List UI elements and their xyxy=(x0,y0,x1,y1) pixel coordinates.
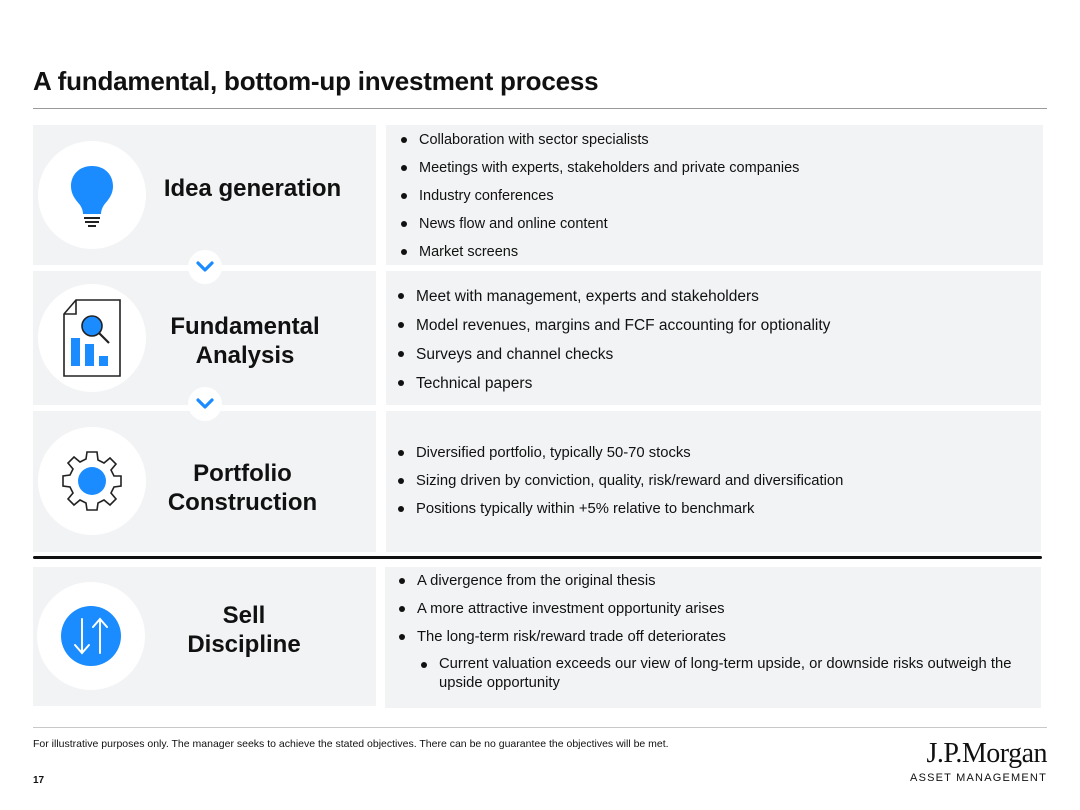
section-divider xyxy=(33,556,1042,559)
list-item: Industry conferences xyxy=(397,182,1037,210)
page-number: 17 xyxy=(33,775,45,786)
list-item: Diversified portfolio, typically 50-70 s… xyxy=(394,439,1034,467)
gear-icon xyxy=(62,451,122,511)
step-3-bullet-list: Diversified portfolio, typically 50-70 s… xyxy=(394,439,1034,523)
step-1-bullet-list: Collaboration with sector specialists Me… xyxy=(397,126,1037,266)
step-2-label: Fundamental Analysis xyxy=(140,312,350,370)
step-1-icon-circle xyxy=(38,141,146,249)
step-4-label: Sell Discipline xyxy=(140,601,348,659)
report-magnifier-icon xyxy=(63,299,121,377)
step-2-label-line-1: Fundamental xyxy=(170,313,320,340)
page-title: A fundamental, bottom-up investment proc… xyxy=(33,66,599,96)
sub-list-item: Current valuation exceeds our view of lo… xyxy=(417,655,1020,693)
up-down-arrows-icon xyxy=(61,606,121,666)
step-1-label: Idea generation xyxy=(163,175,342,202)
list-item: A more attractive investment opportunity… xyxy=(395,595,1020,623)
list-item: Meetings with experts, stakeholders and … xyxy=(397,154,1037,182)
step-4-label-line-2: Discipline xyxy=(187,631,301,658)
step-3-label-line-1: Portfolio xyxy=(193,460,292,487)
footer-divider xyxy=(33,727,1047,728)
step-4-icon-circle xyxy=(37,582,145,690)
step-3-bullets-panel xyxy=(386,411,1041,552)
brand-subtitle: ASSET MANAGEMENT xyxy=(910,772,1047,784)
step-2-to-3-connector xyxy=(188,387,222,421)
list-item: Surveys and channel checks xyxy=(394,340,1034,369)
step-1-bullets-panel xyxy=(386,125,1043,265)
list-item: Model revenues, margins and FCF accounti… xyxy=(394,311,1034,340)
disclaimer: For illustrative purposes only. The mana… xyxy=(33,738,669,750)
chevron-down-icon xyxy=(196,261,214,272)
list-item: Collaboration with sector specialists xyxy=(397,126,1037,154)
step-2-bullets-panel xyxy=(386,271,1041,405)
step-4-bullets-panel xyxy=(385,567,1041,708)
chevron-down-icon xyxy=(196,398,214,409)
list-item: The long-term risk/reward trade off dete… xyxy=(395,623,1020,651)
step-1-to-2-connector xyxy=(188,250,222,284)
step-4-bullet-list: A divergence from the original thesis A … xyxy=(395,567,1020,693)
list-item: News flow and online content xyxy=(397,210,1037,238)
brand-logo: J.P.Morgan xyxy=(926,738,1047,769)
list-item: Market screens xyxy=(397,238,1037,266)
step-4-label-line-1: Sell xyxy=(222,602,266,629)
step-2-bullet-list: Meet with management, experts and stakeh… xyxy=(394,282,1034,398)
list-item: Meet with management, experts and stakeh… xyxy=(394,282,1034,311)
step-3-label-line-2: Construction xyxy=(167,489,318,516)
list-item: Technical papers xyxy=(394,369,1034,398)
list-item: Positions typically within +5% relative … xyxy=(394,495,1034,523)
title-divider xyxy=(33,108,1047,109)
list-item: Sizing driven by conviction, quality, ri… xyxy=(394,467,1034,495)
step-2-label-line-2: Analysis xyxy=(195,342,295,369)
step-3-icon-circle xyxy=(38,427,146,535)
lightbulb-icon xyxy=(71,166,113,227)
step-3-label: Portfolio Construction xyxy=(140,459,345,517)
list-item: A divergence from the original thesis xyxy=(395,567,1020,595)
step-2-icon-circle xyxy=(38,284,146,392)
